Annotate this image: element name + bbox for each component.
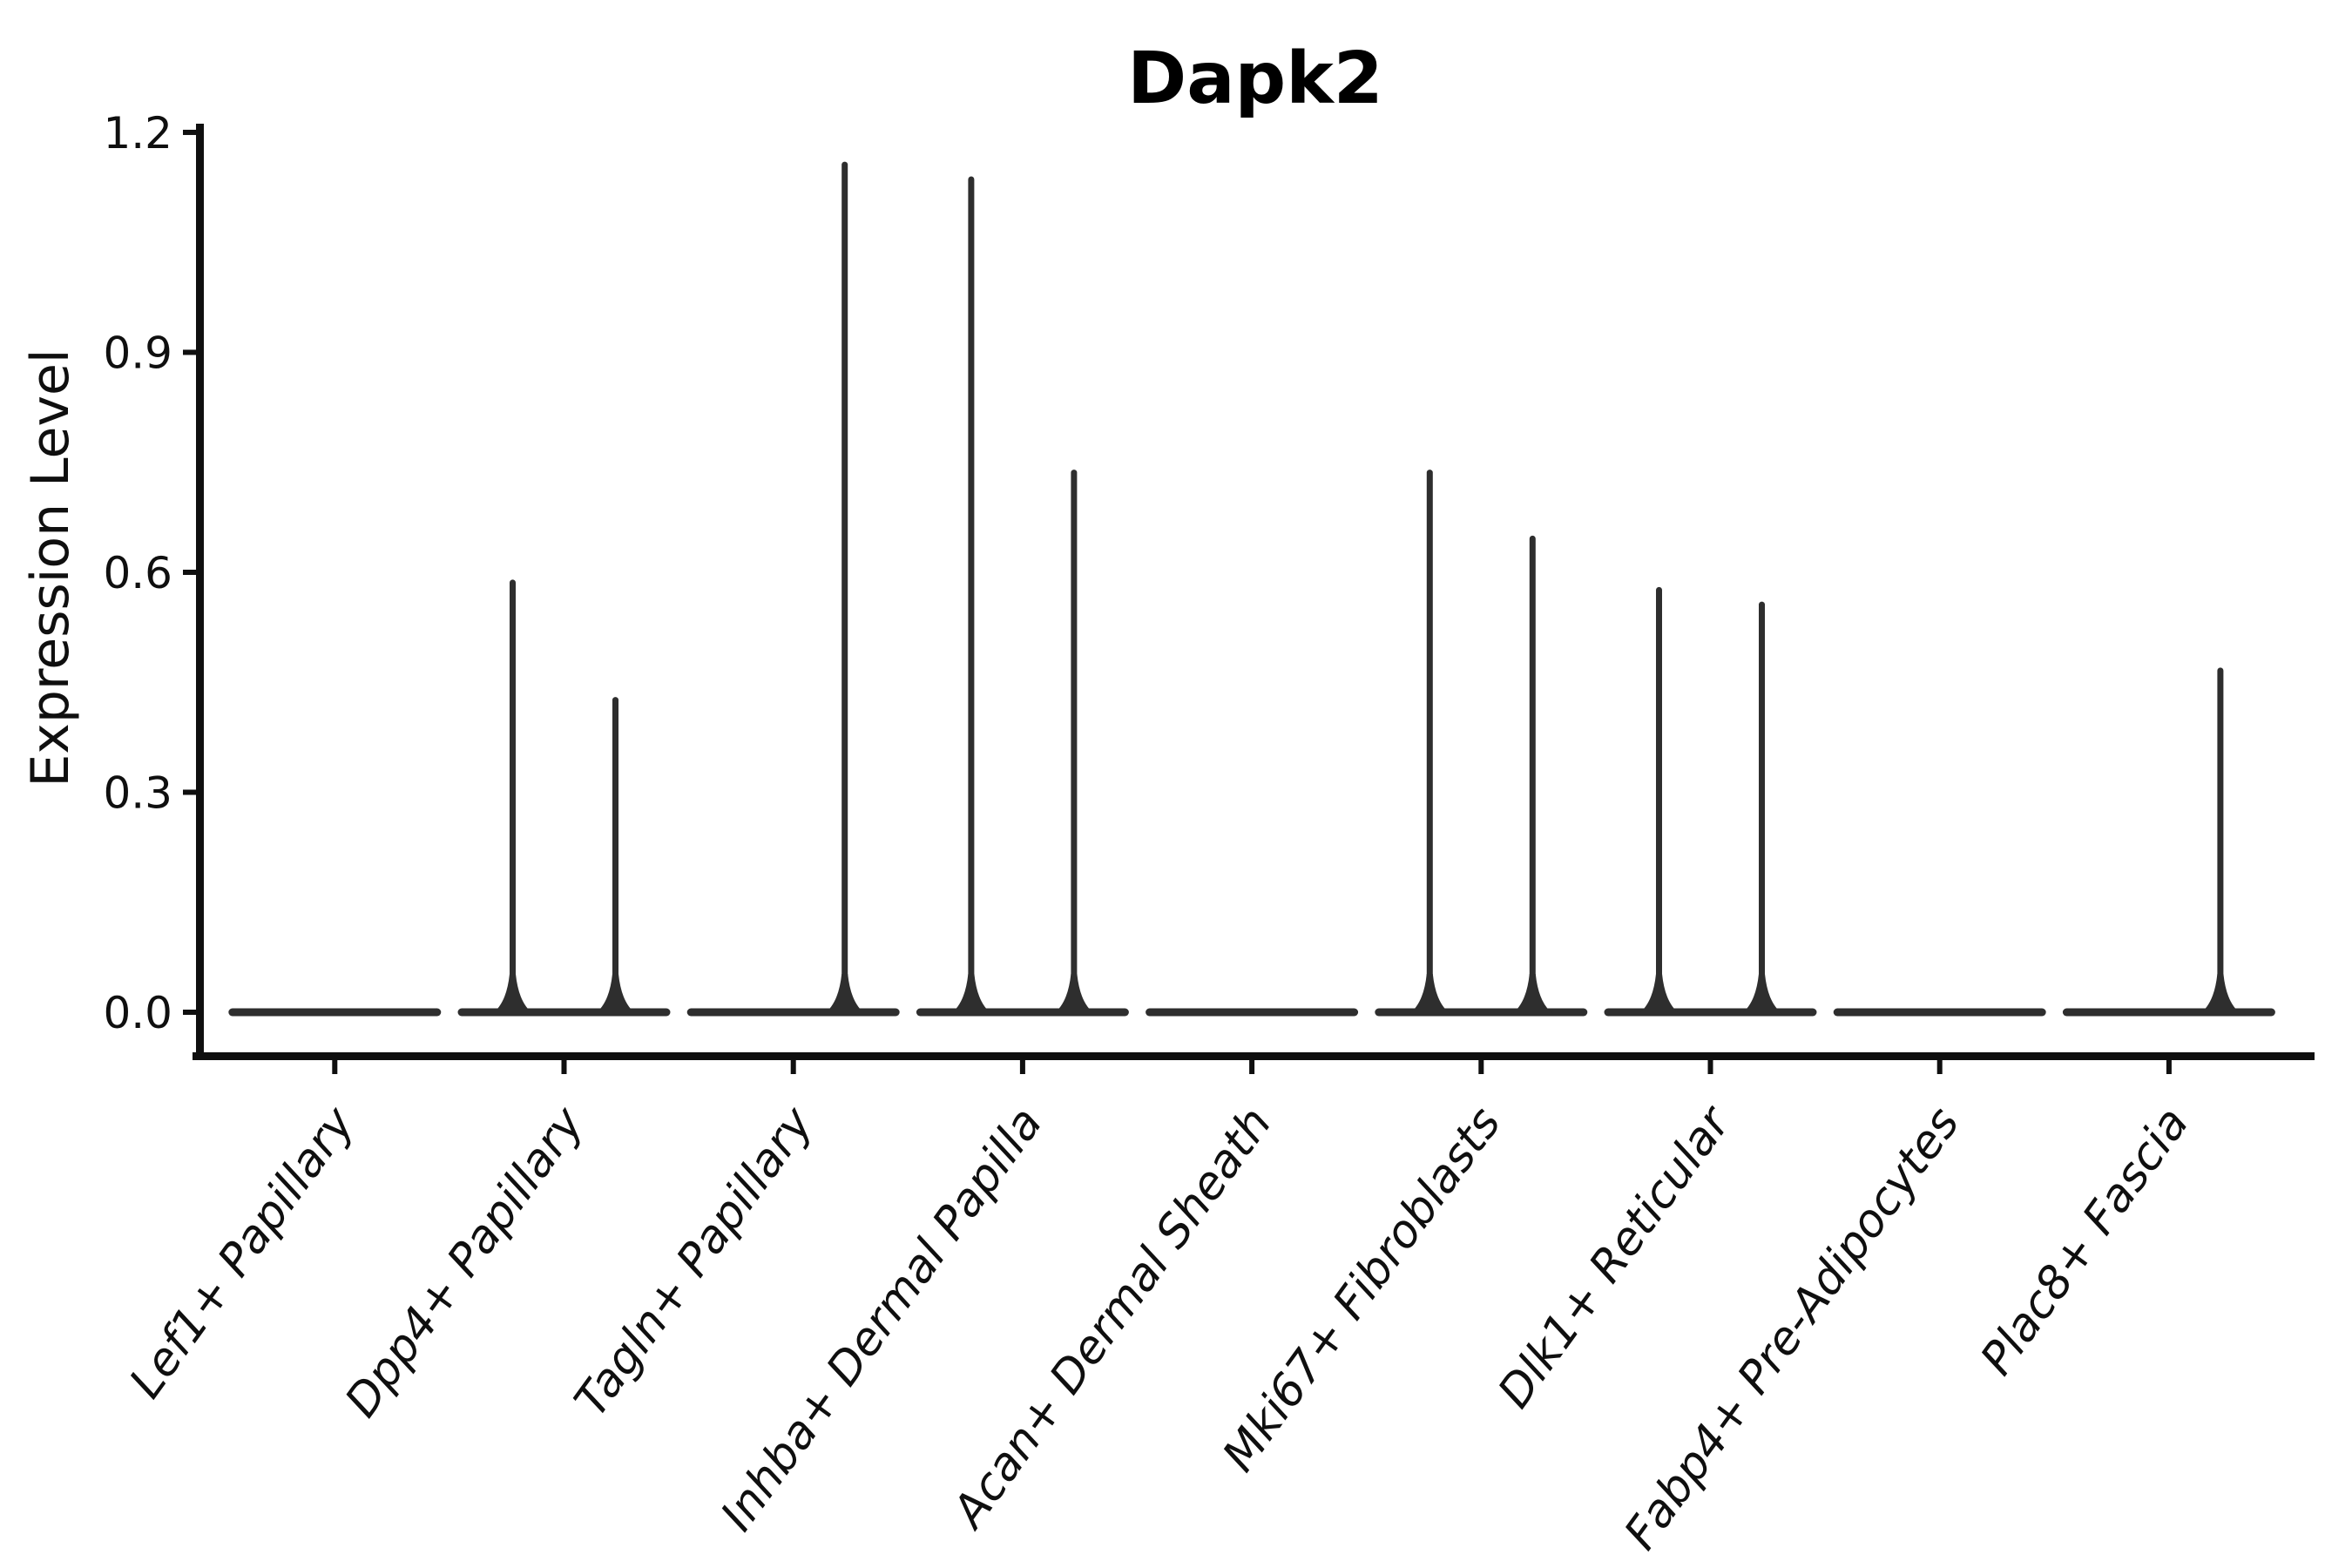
violin-body	[1833, 1008, 2046, 1017]
y-axis-spine	[196, 124, 204, 1060]
x-tick-mark	[1478, 1060, 1484, 1074]
y-tick-label: 1.2	[103, 108, 172, 159]
x-tick-label: Plac8+ Fascia	[1970, 1098, 2199, 1384]
violin-body	[1375, 1008, 1588, 1017]
x-tick-mark	[790, 1060, 796, 1074]
x-tick-label: Dpp4+ Papillary	[335, 1097, 595, 1426]
y-tick-label: 0.9	[103, 328, 172, 378]
violin-body	[228, 1008, 442, 1017]
y-tick-mark	[183, 129, 196, 135]
violin-body	[2062, 1008, 2275, 1017]
x-tick-label: Lef1+ Papillary	[119, 1097, 365, 1408]
x-tick-label: Dlk1+ Reticular	[1488, 1095, 1742, 1417]
violin-body	[1604, 1008, 1817, 1017]
x-tick-label: Tagln+ Papillary	[564, 1097, 823, 1426]
chart-title: Dapk2	[1127, 37, 1383, 120]
y-tick-mark	[183, 349, 196, 355]
x-axis-spine	[193, 1052, 2315, 1060]
violin-body	[916, 1008, 1129, 1017]
y-tick-label: 0.3	[103, 767, 172, 818]
y-tick-label: 0.0	[103, 988, 172, 1038]
violin-body	[457, 1008, 671, 1017]
x-tick-mark	[2166, 1060, 2172, 1074]
y-tick-mark	[183, 789, 196, 795]
violin-body	[1146, 1008, 1359, 1017]
x-tick-mark	[1019, 1060, 1025, 1074]
x-tick-mark	[332, 1060, 338, 1074]
x-tick-mark	[1249, 1060, 1255, 1074]
x-tick-mark	[561, 1060, 567, 1074]
x-tick-mark	[1707, 1060, 1713, 1074]
y-tick-mark	[183, 1010, 196, 1015]
y-axis-title: Expression Level	[20, 348, 81, 787]
violin-body	[686, 1008, 900, 1017]
y-tick-mark	[183, 569, 196, 575]
y-tick-label: 0.6	[103, 548, 172, 598]
x-tick-mark	[1936, 1060, 1943, 1074]
